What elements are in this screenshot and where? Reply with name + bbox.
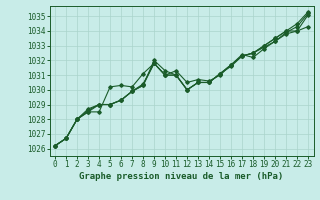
X-axis label: Graphe pression niveau de la mer (hPa): Graphe pression niveau de la mer (hPa)	[79, 172, 284, 181]
